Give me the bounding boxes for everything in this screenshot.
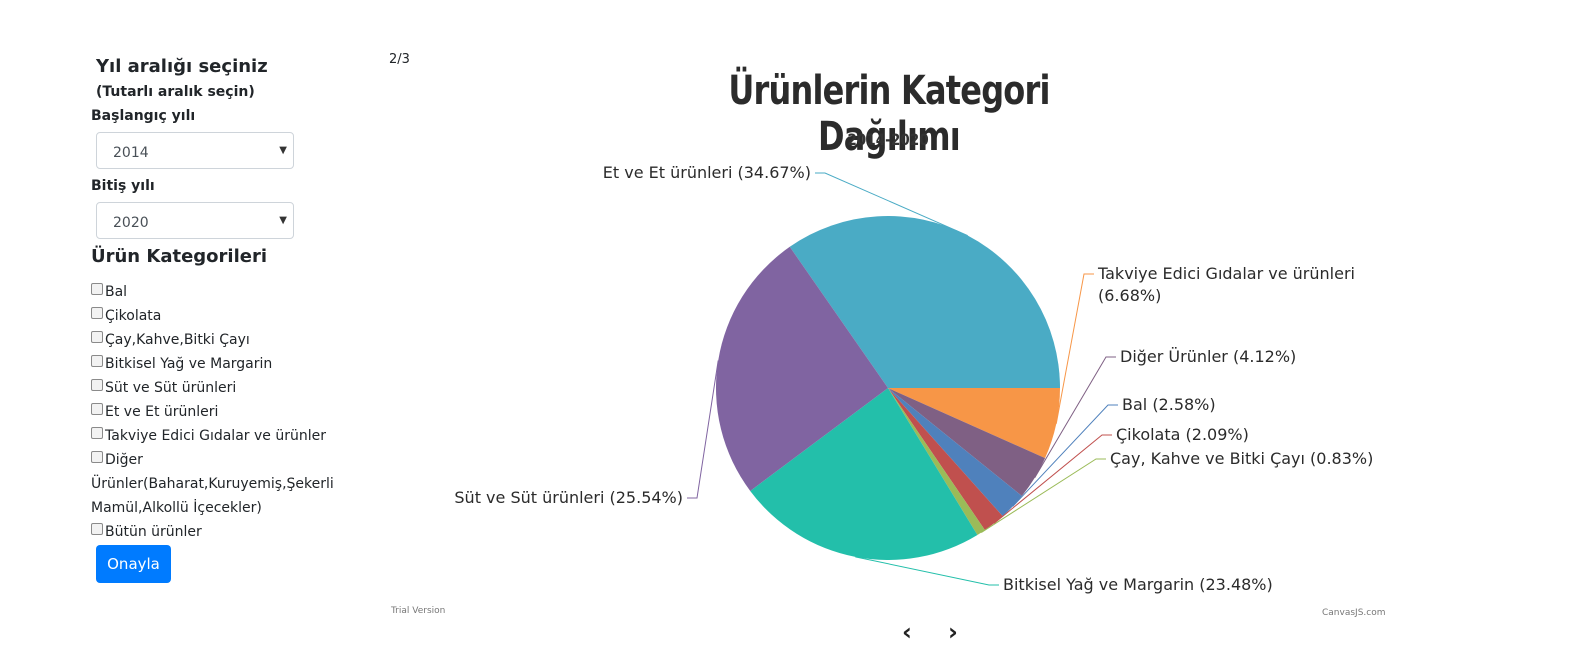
category-checkbox[interactable] (91, 355, 103, 367)
pie-slice-label: Süt ve Süt ürünleri (25.54%) (454, 488, 683, 507)
chart-subtitle: 2014-2020 (847, 130, 929, 149)
category-item: Süt ve Süt ürünleri (91, 376, 341, 400)
category-label: Et ve Et ürünleri (105, 404, 219, 420)
category-label: Diğer Ürünler(Baharat,Kuruyemiş,Şekerli … (91, 452, 334, 516)
category-checkbox[interactable] (91, 451, 103, 463)
category-checkbox[interactable] (91, 403, 103, 415)
start-year-value: 2014 (113, 145, 149, 161)
pie-slice[interactable] (750, 388, 978, 560)
category-checkbox[interactable] (91, 307, 103, 319)
pie-slice[interactable] (888, 388, 985, 535)
trial-notice: Trial Version (391, 606, 446, 616)
pie-leader-line (993, 434, 1112, 524)
end-year-label: Bitiş yılı (91, 178, 155, 194)
year-range-hint: (Tutarlı aralık seçin) (96, 84, 255, 100)
category-item: Bal (91, 280, 341, 304)
category-label: Çikolata (105, 308, 162, 324)
category-item: Bitkisel Yağ ve Margarin (91, 352, 341, 376)
pie-slice-label: Bitkisel Yağ ve Margarin (23.48%) (1003, 575, 1273, 594)
end-year-select[interactable]: 2020 ▼ (96, 202, 294, 239)
category-item: Diğer Ürünler(Baharat,Kuruyemiş,Şekerli … (91, 448, 341, 520)
confirm-button[interactable]: Onayla (96, 545, 171, 583)
pie-slice[interactable] (789, 215, 1060, 388)
category-checkbox[interactable] (91, 379, 103, 391)
category-label: Bütün ürünler (105, 524, 202, 540)
start-year-select[interactable]: 2014 ▼ (96, 132, 294, 169)
category-checkbox[interactable] (91, 523, 103, 535)
chevron-down-icon: ▼ (279, 145, 287, 156)
category-list: Bal Çikolata Çay,Kahve,Bitki Çayı Bitkis… (91, 280, 341, 544)
category-label: Bal (105, 284, 128, 300)
pie-slice[interactable] (888, 388, 1022, 517)
category-label: Takviye Edici Gıdalar ve ürünler (105, 428, 326, 444)
pie-slice-label: Çay, Kahve ve Bitki Çayı (0.83%) (1110, 449, 1373, 468)
next-slide-button[interactable]: › (948, 618, 958, 646)
chart-title: Ürünlerin Kategori Dağılımı (728, 68, 1050, 160)
category-item: Et ve Et ürünleri (91, 400, 341, 424)
chevron-down-icon: ▼ (279, 215, 287, 226)
categories-title: Ürün Kategorileri (91, 246, 268, 267)
category-checkbox[interactable] (91, 331, 103, 343)
slide-indicator: 2/3 (389, 52, 410, 67)
pie-leader-line (1012, 404, 1118, 507)
category-label: Bitkisel Yağ ve Margarin (105, 356, 273, 372)
pie-slice[interactable] (888, 388, 1060, 459)
end-year-value: 2020 (113, 215, 149, 231)
category-label: Süt ve Süt ürünleri (105, 380, 237, 396)
pie-leader-line (1055, 273, 1094, 424)
pie-leader-line (1034, 356, 1116, 479)
pie-slice[interactable] (716, 246, 888, 491)
pie-slice-label: Çikolata (2.09%) (1116, 425, 1249, 444)
year-range-title: Yıl aralığı seçiniz (96, 56, 268, 77)
start-year-label: Başlangıç yılı (91, 108, 196, 124)
category-checkbox[interactable] (91, 283, 103, 295)
pie-leader-line (980, 458, 1106, 533)
pie-leader-line (815, 172, 968, 237)
prev-slide-button[interactable]: ‹ (902, 618, 912, 646)
pie-slice[interactable] (888, 388, 1046, 496)
category-checkbox[interactable] (91, 427, 103, 439)
pie-slice-label: Et ve Et ürünleri (34.67%) (603, 163, 811, 182)
category-item: Bütün ürünler (91, 520, 341, 544)
chart-credit-link[interactable]: CanvasJS.com (1322, 608, 1386, 618)
pie-leader-line (855, 556, 999, 586)
pie-slice-label: Bal (2.58%) (1122, 395, 1216, 414)
category-item: Çay,Kahve,Bitki Çayı (91, 328, 341, 352)
pie-slice[interactable] (888, 388, 1003, 531)
category-item: Çikolata (91, 304, 341, 328)
pie-slice-label: Diğer Ürünler (4.12%) (1120, 347, 1296, 366)
category-item: Takviye Edici Gıdalar ve ürünler (91, 424, 341, 448)
pie-leader-line (687, 360, 719, 499)
pie-slice-label: Takviye Edici Gıdalar ve ürünleri (6.68%) (1097, 264, 1355, 305)
category-label: Çay,Kahve,Bitki Çayı (105, 332, 250, 348)
